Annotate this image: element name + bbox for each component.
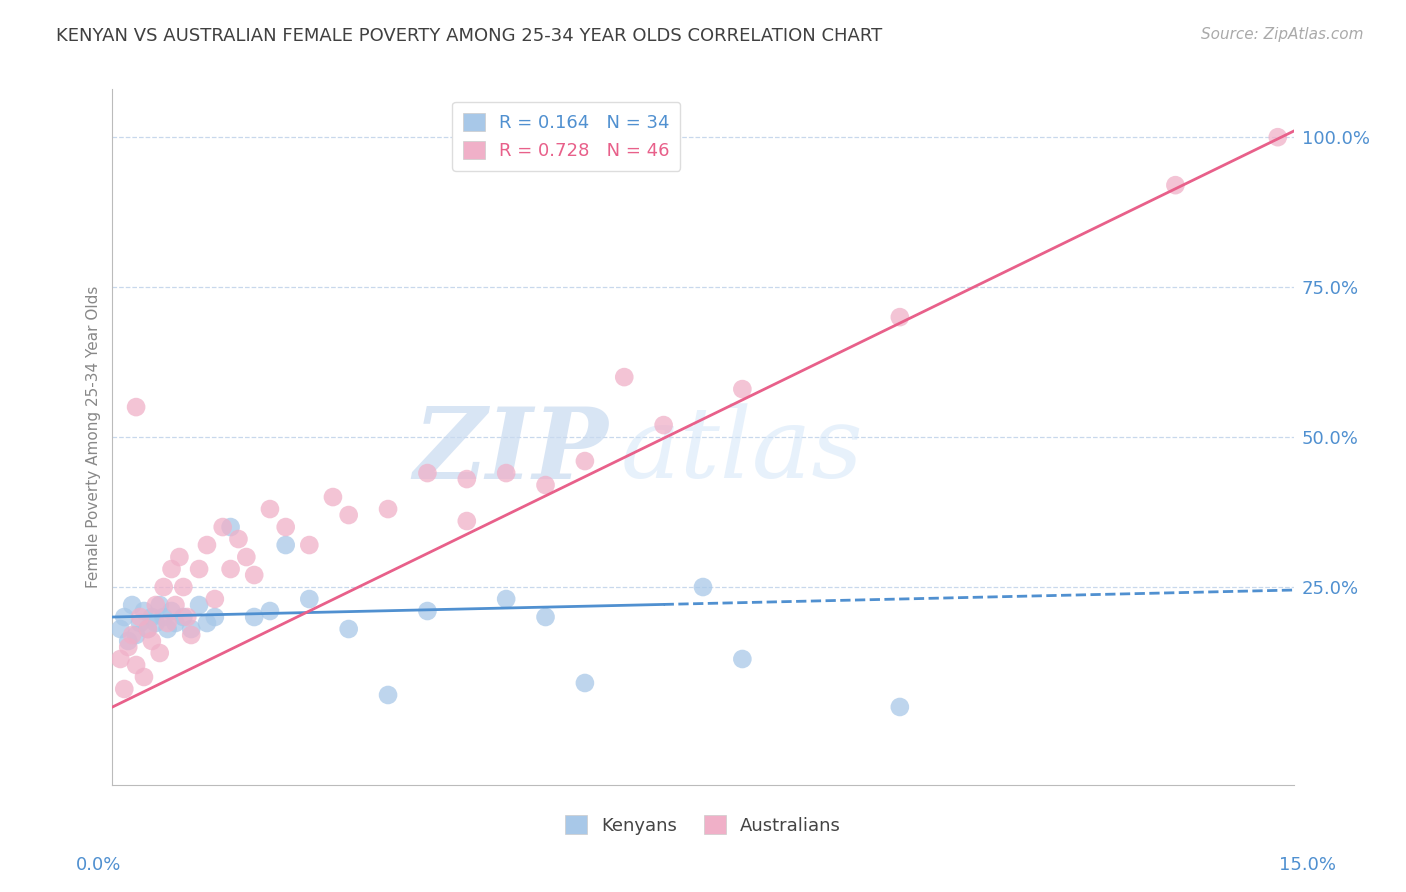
Text: KENYAN VS AUSTRALIAN FEMALE POVERTY AMONG 25-34 YEAR OLDS CORRELATION CHART: KENYAN VS AUSTRALIAN FEMALE POVERTY AMON… xyxy=(56,27,883,45)
Point xyxy=(495,592,517,607)
Point xyxy=(132,604,155,618)
Text: atlas: atlas xyxy=(620,403,863,499)
Point xyxy=(125,628,148,642)
Point xyxy=(219,562,242,576)
Point xyxy=(377,502,399,516)
Point xyxy=(172,610,194,624)
Point xyxy=(110,622,132,636)
Point xyxy=(534,610,557,624)
Point xyxy=(889,700,911,714)
Point xyxy=(337,622,360,636)
Point xyxy=(188,598,211,612)
Point xyxy=(574,454,596,468)
Point xyxy=(416,466,439,480)
Point xyxy=(195,538,218,552)
Point xyxy=(195,615,218,630)
Point xyxy=(259,502,281,516)
Point xyxy=(274,538,297,552)
Point xyxy=(534,478,557,492)
Point xyxy=(219,520,242,534)
Text: 15.0%: 15.0% xyxy=(1279,856,1336,874)
Point xyxy=(110,652,132,666)
Point xyxy=(298,592,321,607)
Point xyxy=(149,646,172,660)
Point xyxy=(188,562,211,576)
Point xyxy=(889,310,911,325)
Point xyxy=(204,610,226,624)
Text: Source: ZipAtlas.com: Source: ZipAtlas.com xyxy=(1201,27,1364,42)
Point xyxy=(416,604,439,618)
Point xyxy=(160,562,183,576)
Point xyxy=(235,549,257,564)
Point xyxy=(613,370,636,384)
Point xyxy=(165,615,187,630)
Point xyxy=(243,568,266,582)
Point xyxy=(112,681,135,696)
Point xyxy=(180,622,202,636)
Point xyxy=(141,610,163,624)
Point xyxy=(692,580,714,594)
Point xyxy=(160,604,183,618)
Point xyxy=(456,472,478,486)
Text: ZIP: ZIP xyxy=(413,403,609,500)
Point xyxy=(298,538,321,552)
Y-axis label: Female Poverty Among 25-34 Year Olds: Female Poverty Among 25-34 Year Olds xyxy=(86,286,101,588)
Point xyxy=(731,382,754,396)
Point xyxy=(112,610,135,624)
Point xyxy=(152,580,174,594)
Point xyxy=(132,670,155,684)
Point xyxy=(172,580,194,594)
Point xyxy=(180,628,202,642)
Point xyxy=(731,652,754,666)
Point xyxy=(129,615,152,630)
Point xyxy=(274,520,297,534)
Point xyxy=(125,658,148,673)
Point xyxy=(156,615,179,630)
Point xyxy=(652,418,675,433)
Point xyxy=(211,520,233,534)
Point xyxy=(456,514,478,528)
Point xyxy=(574,676,596,690)
Point xyxy=(121,628,143,642)
Point xyxy=(204,592,226,607)
Point xyxy=(156,622,179,636)
Point xyxy=(117,640,139,654)
Point xyxy=(377,688,399,702)
Point xyxy=(136,622,159,636)
Point xyxy=(337,508,360,522)
Point xyxy=(129,610,152,624)
Point xyxy=(165,598,187,612)
Point xyxy=(169,549,191,564)
Point xyxy=(176,610,198,624)
Point xyxy=(228,532,250,546)
Point xyxy=(259,604,281,618)
Point xyxy=(136,622,159,636)
Point xyxy=(1164,178,1187,193)
Point xyxy=(1267,130,1289,145)
Text: 0.0%: 0.0% xyxy=(76,856,121,874)
Legend: Kenyans, Australians: Kenyans, Australians xyxy=(554,805,852,846)
Point xyxy=(145,615,167,630)
Point xyxy=(243,610,266,624)
Point xyxy=(121,598,143,612)
Point xyxy=(141,634,163,648)
Point xyxy=(322,490,344,504)
Point xyxy=(152,610,174,624)
Point xyxy=(145,598,167,612)
Point xyxy=(149,598,172,612)
Point xyxy=(117,634,139,648)
Point xyxy=(125,400,148,414)
Point xyxy=(495,466,517,480)
